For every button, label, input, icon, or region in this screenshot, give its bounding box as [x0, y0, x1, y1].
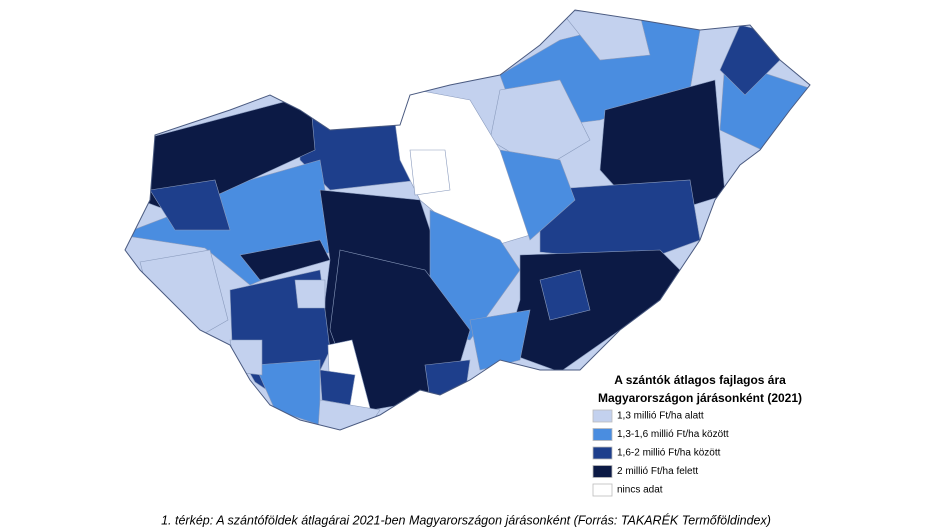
region: [424, 359, 471, 401]
region: [539, 269, 591, 321]
legend: 1,3 millió Ft/ha alatt 1,3-1,6 millió Ft/…: [592, 409, 729, 497]
region: [389, 84, 531, 251]
region: [149, 179, 231, 231]
region: [229, 339, 263, 376]
region: [409, 149, 451, 196]
region: [489, 79, 591, 171]
legend-label: 1,3 millió Ft/ha alatt: [617, 411, 704, 422]
legend-swatch: [592, 446, 613, 460]
region: [294, 279, 326, 309]
legend-label: nincs adat: [617, 485, 663, 496]
caption: 1. térkép: A szántóföldek átlagárai 2021…: [161, 512, 771, 527]
region: [469, 309, 531, 371]
region: [319, 369, 356, 406]
legend-swatch: [592, 428, 613, 441]
legend-label: 1,3-1,6 millió Ft/ha között: [617, 429, 729, 440]
legend-title: A szántók átlagos fajlagos ára: [614, 373, 786, 387]
legend-swatch: [592, 483, 613, 497]
legend-swatch: [592, 409, 613, 423]
legend-label: 1,6-2 millió Ft/ha között: [617, 448, 721, 459]
legend-title: Magyarországon járásonként (2021): [598, 391, 802, 405]
legend-label: 2 millió Ft/ha felett: [617, 466, 698, 477]
region: [499, 149, 576, 241]
legend-swatch: [592, 465, 613, 478]
region: [504, 249, 691, 373]
region: [539, 179, 701, 263]
